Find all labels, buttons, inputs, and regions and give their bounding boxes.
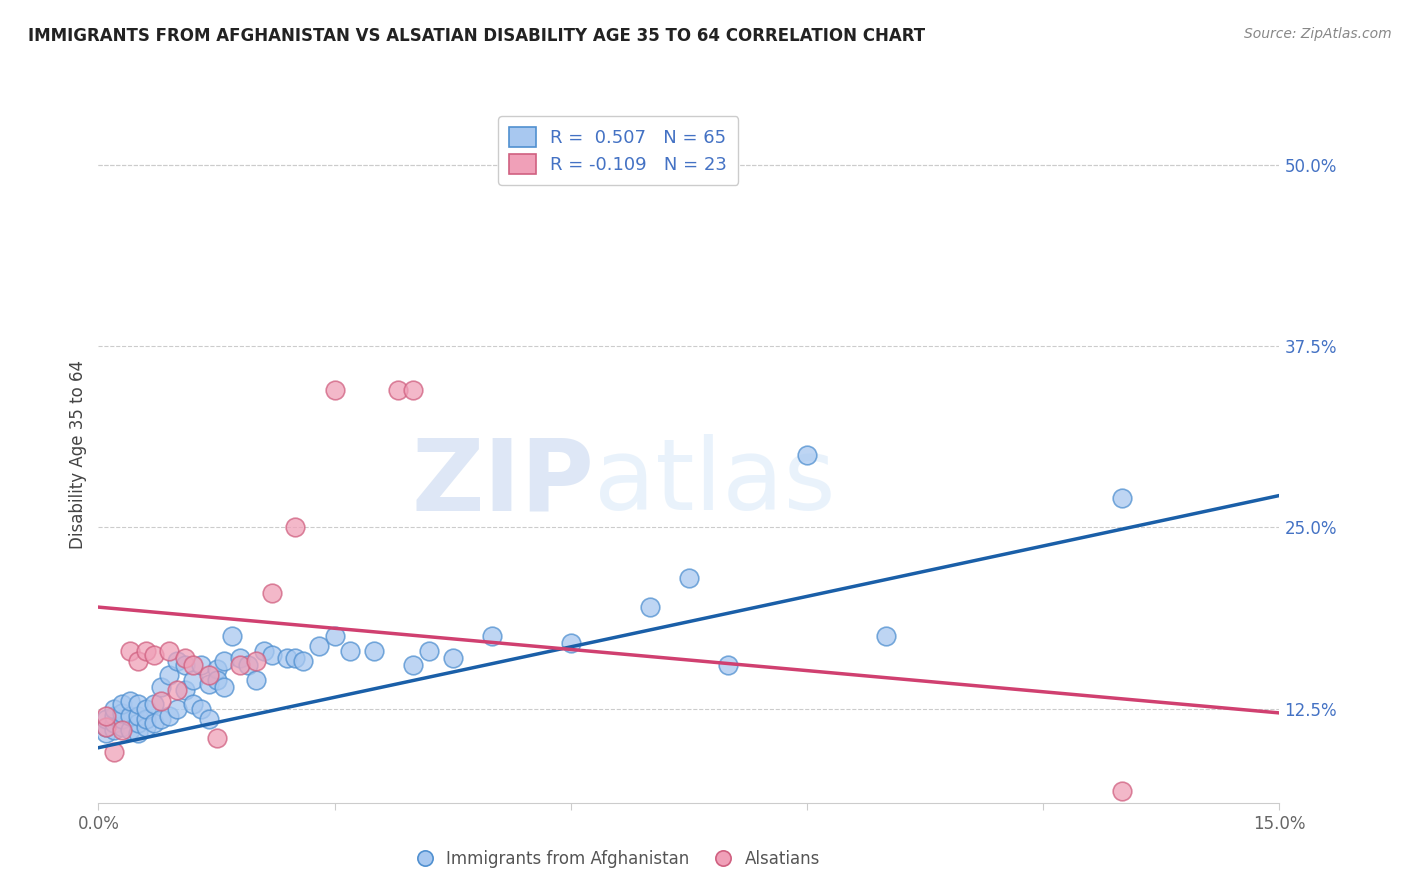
Point (96, 712, 118, 726)
Legend: Immigrants from Afghanistan, Alsatians: Immigrants from Afghanistan, Alsatians (409, 843, 827, 874)
Point (323, 629, 346, 643)
Point (875, 629, 897, 643)
Point (197, 668, 219, 682)
Point (481, 629, 503, 643)
Point (260, 648, 283, 662)
Point (181, 658, 204, 673)
Point (118, 723, 141, 738)
Point (150, 680, 173, 694)
Point (181, 698, 204, 712)
Point (638, 600, 661, 615)
Point (214, 654, 236, 668)
Point (323, 383, 346, 397)
Point (142, 716, 165, 731)
Point (111, 706, 134, 720)
Point (103, 723, 125, 738)
Point (245, 654, 267, 668)
Point (221, 629, 243, 643)
Point (339, 643, 361, 657)
Point (363, 643, 385, 657)
Point (796, 448, 818, 462)
Point (157, 668, 180, 682)
Point (118, 708, 141, 723)
Text: Source: ZipAtlas.com: Source: ZipAtlas.com (1244, 27, 1392, 41)
Point (135, 643, 157, 657)
Point (127, 708, 149, 723)
Point (118, 694, 141, 708)
Point (135, 721, 157, 735)
Point (181, 673, 204, 687)
Point (157, 708, 180, 723)
Point (157, 643, 180, 657)
Point (111, 698, 134, 712)
Point (96, 721, 118, 735)
Point (166, 701, 188, 715)
Point (142, 698, 165, 712)
Point (174, 658, 197, 673)
Point (118, 643, 141, 657)
Point (103, 701, 125, 715)
Point (260, 585, 283, 599)
Point (292, 654, 315, 668)
Point (560, 636, 582, 650)
Point (284, 651, 307, 665)
Point (103, 716, 125, 731)
Point (190, 701, 212, 715)
Point (205, 673, 228, 687)
Point (111, 712, 134, 726)
Point (135, 701, 157, 715)
Point (284, 520, 307, 534)
Point (402, 383, 425, 397)
Point (127, 698, 149, 712)
Point (418, 643, 440, 657)
Point (402, 658, 425, 673)
Point (135, 712, 157, 726)
Point (150, 694, 173, 708)
Point (276, 651, 298, 665)
Point (103, 745, 125, 759)
Point (308, 639, 330, 653)
Point (174, 651, 197, 665)
Point (127, 716, 149, 731)
Y-axis label: Disability Age 35 to 64: Disability Age 35 to 64 (69, 360, 87, 549)
Point (166, 654, 188, 668)
Point (96, 708, 118, 723)
Point (253, 643, 276, 657)
Point (229, 658, 252, 673)
Point (678, 571, 700, 585)
Point (197, 712, 219, 726)
Point (127, 726, 149, 740)
Point (205, 731, 228, 745)
Point (103, 708, 125, 723)
Point (229, 651, 252, 665)
Point (387, 383, 409, 397)
Point (174, 682, 197, 697)
Point (142, 648, 165, 662)
Point (96, 726, 118, 740)
Point (127, 654, 149, 668)
Point (111, 721, 134, 735)
Point (111, 723, 134, 738)
Point (197, 677, 219, 691)
Point (166, 682, 188, 697)
Point (214, 680, 236, 694)
Text: IMMIGRANTS FROM AFGHANISTAN VS ALSATIAN DISABILITY AGE 35 TO 64 CORRELATION CHAR: IMMIGRANTS FROM AFGHANISTAN VS ALSATIAN … (28, 27, 925, 45)
Point (96, 721, 118, 735)
Text: ZIP: ZIP (412, 434, 595, 532)
Point (441, 651, 464, 665)
Text: atlas: atlas (595, 434, 837, 532)
Point (717, 658, 740, 673)
Point (1111, 491, 1133, 506)
Point (245, 673, 267, 687)
Point (150, 712, 173, 726)
Point (190, 658, 212, 673)
Point (1111, 784, 1133, 798)
Point (236, 658, 259, 673)
Point (205, 662, 228, 677)
